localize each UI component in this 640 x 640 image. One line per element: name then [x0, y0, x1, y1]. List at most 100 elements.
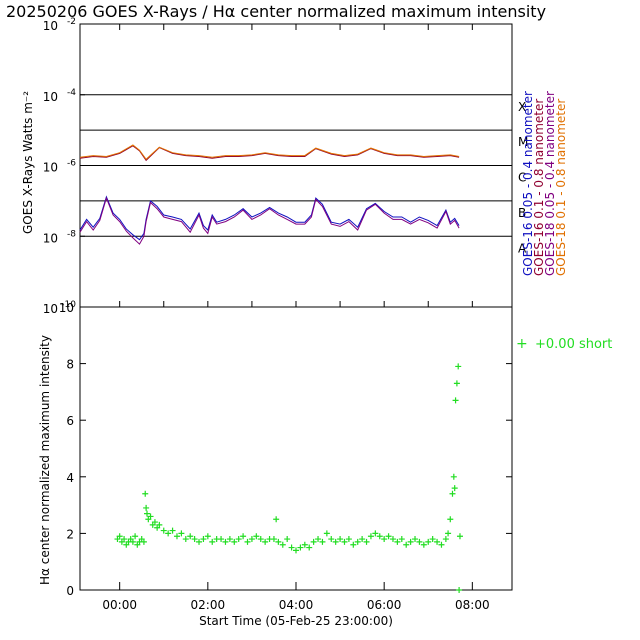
- halpha-point: [284, 536, 291, 543]
- halpha-point: [178, 530, 185, 537]
- halpha-point: [323, 530, 330, 537]
- xray-y-axis-label: GOES X-Rays Watts m⁻²: [21, 91, 35, 234]
- halpha-point: [315, 536, 322, 543]
- halpha-ytick-label: 4: [66, 471, 74, 485]
- halpha-point: [376, 533, 383, 540]
- halpha-point: [151, 519, 158, 526]
- halpha-point: [209, 538, 216, 545]
- halpha-point: [453, 380, 460, 387]
- halpha-scatter-points: [114, 363, 463, 593]
- halpha-point: [455, 363, 462, 370]
- halpha-point: [275, 538, 282, 545]
- xray-legend-entry-3: GOES-18 0.05 - 0.4 nanometer: [543, 91, 557, 276]
- time-xtick-label: 00:00: [102, 598, 137, 612]
- halpha-point: [451, 485, 458, 492]
- halpha-ytick-label: 2: [66, 527, 74, 541]
- halpha-point: [447, 516, 454, 523]
- halpha-point: [350, 541, 357, 548]
- xray-ytick-label: 10 -10: [43, 300, 77, 316]
- halpha-point: [319, 538, 326, 545]
- halpha-point: [438, 541, 445, 548]
- halpha-point: [429, 536, 436, 543]
- x-axis-label: Start Time (05-Feb-25 23:00:00): [199, 614, 393, 628]
- halpha-point: [420, 541, 427, 548]
- halpha-y-axis-label: Hα center normalized maximum intensity: [38, 335, 52, 585]
- halpha-point: [279, 541, 286, 548]
- halpha-point: [310, 538, 317, 545]
- halpha-point: [403, 541, 410, 548]
- xray-legend-entry-1: GOES-16 0.05 - 0.4 nanometer: [521, 91, 535, 276]
- xray-series-line-3: [79, 196, 460, 245]
- halpha-point: [204, 533, 211, 540]
- halpha-point: [156, 521, 163, 528]
- halpha-point: [196, 538, 203, 545]
- halpha-point: [452, 397, 459, 404]
- halpha-point: [257, 536, 264, 543]
- flare-class-gridlines: [80, 24, 512, 307]
- halpha-point: [270, 536, 277, 543]
- flare-class-label-b: B: [518, 206, 526, 220]
- halpha-point: [200, 536, 207, 543]
- halpha-point: [144, 510, 151, 517]
- halpha-point: [442, 536, 449, 543]
- halpha-point: [385, 533, 392, 540]
- halpha-point: [345, 536, 352, 543]
- halpha-point: [262, 538, 269, 545]
- halpha-point: [248, 536, 255, 543]
- flare-class-label-c: C: [518, 171, 526, 185]
- halpha-point: [132, 533, 139, 540]
- halpha-point: [253, 533, 260, 540]
- halpha-point: [173, 533, 180, 540]
- halpha-point: [301, 541, 308, 548]
- halpha-point: [412, 536, 419, 543]
- chart-title: 20250206 GOES X-Rays / Hα center normali…: [6, 2, 546, 21]
- halpha-point: [367, 533, 374, 540]
- halpha-y-ticks: 0 2 4 6 8 10: [59, 301, 512, 598]
- halpha-point: [121, 536, 128, 543]
- halpha-legend: + +0.00 short: [516, 336, 612, 352]
- halpha-point: [288, 544, 295, 551]
- xray-ytick-label: 10 -8: [43, 229, 77, 245]
- time-xtick-label: 04:00: [279, 598, 314, 612]
- xray-series-line-4: [79, 144, 460, 161]
- xray-legend-entry-4: GOES-18 0.1 - 0.8 nanometer: [554, 99, 568, 276]
- time-x-ticks: 00:00 02:00 04:00 06:00 08:00: [102, 582, 490, 612]
- xray-legend-entry-2: GOES-16 0.1 - 0.8 nanometer: [532, 99, 546, 276]
- halpha-point: [359, 536, 366, 543]
- halpha-point: [332, 538, 339, 545]
- halpha-point: [222, 538, 229, 545]
- xray-series: [79, 144, 460, 245]
- halpha-point: [445, 530, 452, 537]
- halpha-point: [244, 538, 251, 545]
- halpha-point: [389, 536, 396, 543]
- halpha-point: [297, 544, 304, 551]
- halpha-point: [191, 536, 198, 543]
- halpha-point: [187, 533, 194, 540]
- halpha-point: [142, 490, 149, 497]
- halpha-point: [231, 538, 238, 545]
- halpha-point: [328, 536, 335, 543]
- halpha-point: [425, 538, 432, 545]
- halpha-point: [273, 516, 280, 523]
- halpha-point: [398, 536, 405, 543]
- halpha-point: [456, 587, 463, 593]
- halpha-ytick-label: 0: [66, 584, 74, 598]
- halpha-point: [416, 538, 423, 545]
- flare-class-label-m: M: [518, 135, 528, 149]
- xray-series-line-1: [79, 195, 460, 241]
- halpha-legend-marker: +: [516, 336, 528, 352]
- halpha-point: [129, 538, 136, 545]
- halpha-point: [226, 536, 233, 543]
- halpha-point: [169, 527, 176, 534]
- halpha-point: [449, 490, 456, 497]
- halpha-point: [394, 538, 401, 545]
- halpha-point: [341, 538, 348, 545]
- halpha-ytick-label: 10: [59, 301, 74, 315]
- halpha-point: [218, 536, 225, 543]
- halpha-point: [293, 547, 299, 554]
- halpha-ytick-label: 8: [66, 358, 74, 372]
- time-xtick-label: 06:00: [367, 598, 402, 612]
- xray-ytick-label: 10 -2: [43, 17, 76, 33]
